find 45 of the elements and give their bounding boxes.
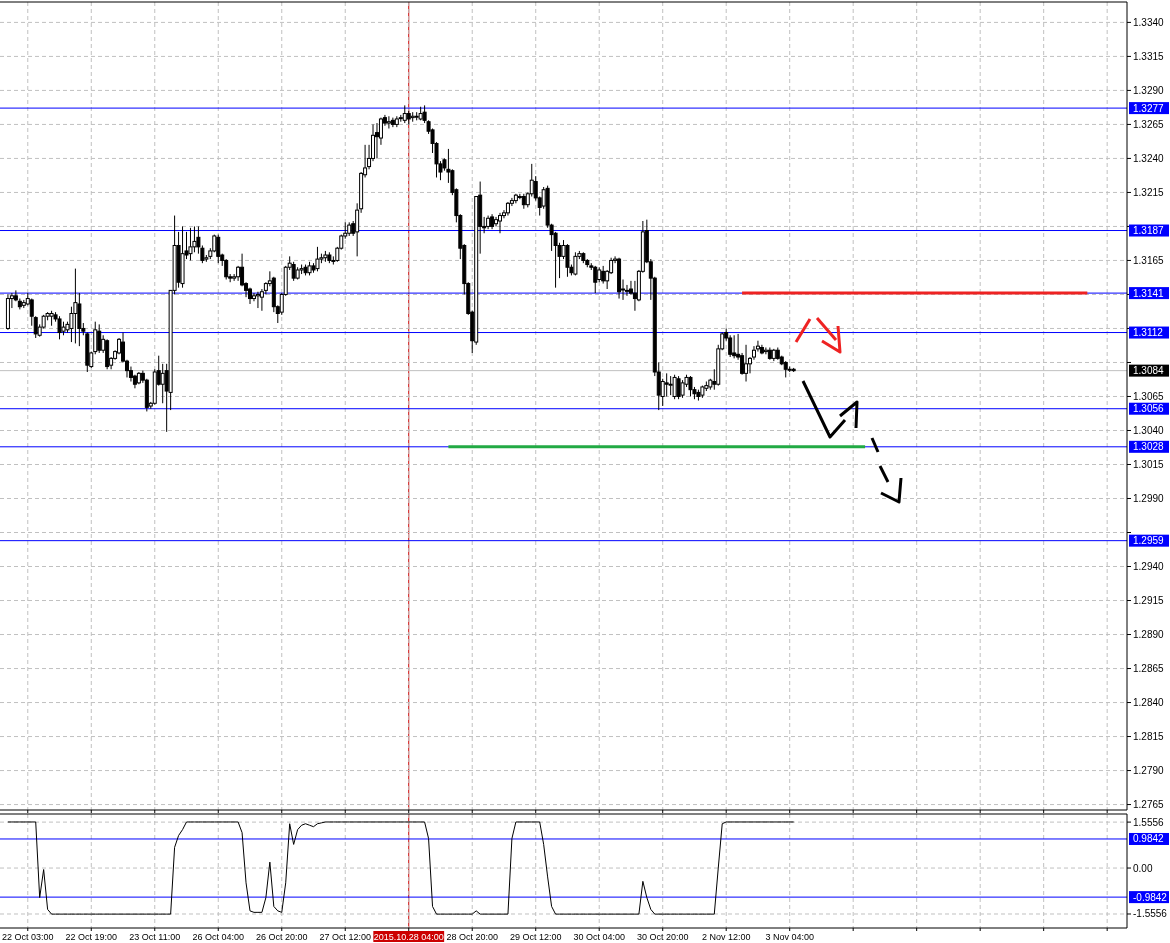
y-tick-label: 1.2840 <box>1133 697 1165 709</box>
ref-line-label: 0.9842 <box>1133 833 1165 845</box>
y-tick-label: 1.2940 <box>1133 561 1165 573</box>
x-tick-label: 29 Oct 12:00 <box>509 932 562 942</box>
y-tick-label: 1.3165 <box>1133 254 1165 266</box>
x-tick-label: 2 Nov 12:00 <box>701 932 751 942</box>
y-tick-label: 1.2990 <box>1133 493 1165 504</box>
x-tick-label: 30 Oct 04:00 <box>573 932 625 942</box>
x-tick-label: 23 Oct 11:00 <box>129 932 181 942</box>
ref-line-label: 1.3187 <box>1133 225 1165 237</box>
y-tick-label: 1.2890 <box>1133 629 1165 641</box>
ref-line-label: -0.9842 <box>1133 891 1168 903</box>
y-tick-label: 1.3265 <box>1133 118 1165 130</box>
ref-line-label: 1.3056 <box>1133 403 1165 415</box>
y-tick-label: 1.5556 <box>1133 816 1165 828</box>
y-tick-label: -1.5556 <box>1133 908 1168 920</box>
ref-line-label: 1.2959 <box>1133 535 1165 547</box>
y-tick-label: 1.3240 <box>1133 152 1165 164</box>
ref-line-label: 1.3277 <box>1133 102 1165 114</box>
x-tick-label: 2015.10.28 04:00 <box>373 932 444 942</box>
y-tick-label: 1.3040 <box>1133 424 1165 436</box>
x-tick-label: 22 Oct 03:00 <box>2 932 54 942</box>
x-tick-label: 26 Oct 04:00 <box>192 932 245 942</box>
y-tick-label: 1.3315 <box>1133 50 1165 62</box>
y-tick-label: 1.3215 <box>1133 186 1165 198</box>
x-tick-label: 28 Oct 20:00 <box>446 932 498 942</box>
y-tick-label: 1.3015 <box>1133 458 1165 470</box>
y-tick-label: 1.3340 <box>1133 16 1165 28</box>
y-tick-label: 0.00 <box>1133 862 1153 874</box>
y-tick-label: 1.2865 <box>1133 663 1165 675</box>
x-tick-label: 30 Oct 20:00 <box>636 932 689 942</box>
x-tick-label: 22 Oct 19:00 <box>65 932 118 942</box>
ref-line-label: 1.3084 <box>1133 365 1165 377</box>
ref-line-label: 1.3112 <box>1133 327 1164 339</box>
ref-line-label: 1.3028 <box>1133 441 1165 453</box>
y-tick-label: 1.2765 <box>1133 799 1165 811</box>
y-tick-label: 1.2815 <box>1133 731 1165 743</box>
x-tick-label: 26 Oct 20:00 <box>255 932 308 942</box>
x-tick-label: 3 Nov 04:00 <box>765 932 814 942</box>
y-tick-label: 1.3065 <box>1133 390 1165 402</box>
y-tick-label: 1.3290 <box>1133 84 1165 96</box>
y-tick-label: 1.2915 <box>1133 595 1165 607</box>
y-tick-label: 1.2790 <box>1133 765 1165 777</box>
x-tick-label: 27 Oct 12:00 <box>319 932 372 942</box>
ref-line-label: 1.3141 <box>1133 287 1165 299</box>
